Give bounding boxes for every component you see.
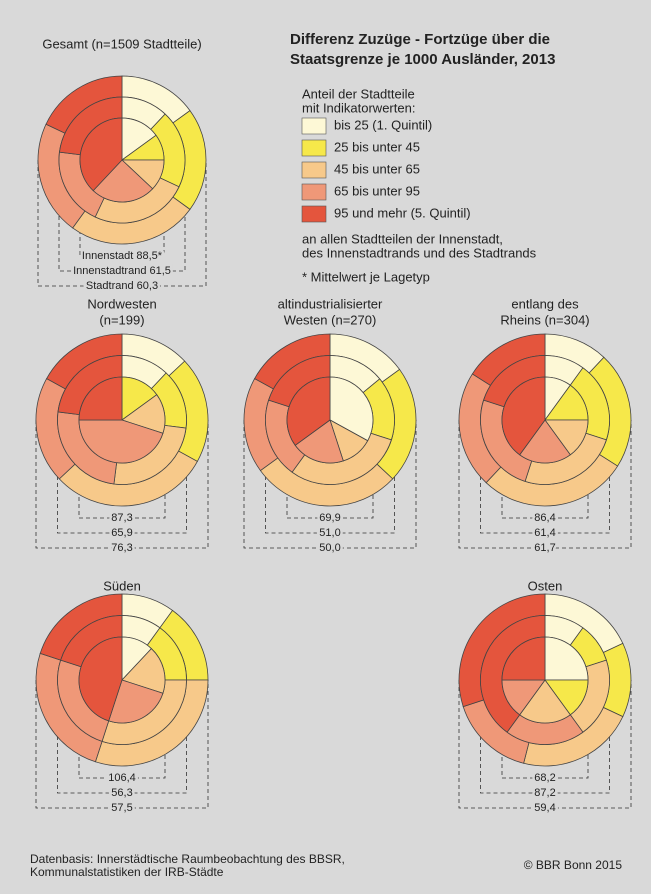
mean-bracket (37, 160, 207, 287)
panel-title: Rheins (n=304) (500, 312, 589, 327)
ring-wedge (294, 419, 344, 464)
panel-title: entlang des (511, 296, 579, 311)
mean-label: Innenstadt 88,5* (82, 250, 163, 262)
legend-note: des Innenstadtrands und des Stadtrands (302, 245, 537, 260)
mean-bracket (35, 680, 209, 809)
mean-label: 61,7 (534, 542, 555, 554)
mean-value: 61,5 (150, 265, 171, 277)
legend-note: an allen Stadtteilen der Innenstadt, (302, 231, 503, 246)
ring-wedge (519, 679, 571, 724)
mean-label: 57,5 (111, 802, 132, 814)
ring-wedge (501, 376, 546, 456)
panel-title: Osten (528, 578, 563, 593)
mean-label: 87,3 (111, 512, 132, 524)
mean-value: 88,5* (136, 250, 162, 262)
mean-label: 106,4 (108, 772, 136, 784)
legend-swatch (301, 161, 327, 179)
mean-bracket (243, 420, 417, 549)
mean-label: 87,2 (534, 787, 555, 799)
legend-swatch (301, 205, 327, 223)
ring-wedge (78, 419, 164, 464)
mean-label: Stadtrand 60,3 (86, 280, 158, 292)
legend-title: mit Indikatorwerten: (302, 100, 415, 115)
footnote: * Mittelwert je Lagetyp (302, 269, 430, 284)
ring-name: Stadtrand (86, 280, 134, 292)
mean-label: 50,0 (319, 542, 340, 554)
mean-label: 56,3 (111, 787, 132, 799)
mean-label: 86,4 (534, 512, 555, 524)
ring-wedge (92, 159, 154, 203)
panel-title: (n=199) (99, 312, 144, 327)
mean-label: 76,3 (111, 542, 132, 554)
mean-bracket (458, 420, 632, 549)
legend-label: 25 bis unter 45 (334, 139, 420, 154)
ring-wedge (78, 376, 123, 421)
legend-swatch (301, 117, 327, 135)
panel-title: Nordwesten (87, 296, 156, 311)
chart-title: Differenz Zuzüge - Fortzüge über die (290, 31, 550, 48)
mean-label: 68,2 (534, 772, 555, 784)
ring-wedge (519, 419, 571, 464)
panel-title: Gesamt (n=1509 Stadtteile) (42, 36, 201, 51)
ring-wedge (78, 636, 123, 722)
legend-title: Anteil der Stadtteile (302, 86, 415, 101)
mean-label: 51,0 (319, 527, 340, 539)
mean-value: 60,3 (137, 280, 158, 292)
panel-title: Westen (n=270) (284, 312, 377, 327)
legend-label: 95 und mehr (5. Quintil) (334, 205, 471, 220)
copyright: © BBR Bonn 2015 (524, 858, 623, 872)
ring-wedge (108, 679, 164, 724)
ring-wedge (286, 376, 331, 446)
legend-swatch (301, 139, 327, 157)
mean-label: 59,4 (534, 802, 555, 814)
source: Kommunalstatistiken der IRB-Städte (30, 865, 224, 879)
ring-wedge (121, 648, 166, 694)
chart-title: Staatsgrenze je 1000 Ausländer, 2013 (290, 51, 555, 68)
mean-bracket (35, 420, 209, 549)
ring-wedge (544, 636, 589, 681)
legend-label: bis 25 (1. Quintil) (334, 117, 432, 132)
ring-wedge (501, 636, 546, 681)
ring-name: Innenstadtrand (73, 265, 146, 277)
mean-bracket (458, 680, 632, 809)
mean-label: Innenstadtrand 61,5 (73, 265, 171, 277)
mean-label: 61,4 (534, 527, 555, 539)
ring-name: Innenstadt (82, 250, 133, 262)
legend-swatch (301, 183, 327, 201)
ring-wedge (79, 117, 123, 192)
mean-label: 69,9 (319, 512, 340, 524)
legend-label: 45 bis unter 65 (334, 161, 420, 176)
ring-wedge (329, 376, 374, 442)
mean-label: 65,9 (111, 527, 132, 539)
panel-title: altindustrialisierter (278, 296, 383, 311)
source: Datenbasis: Innerstädtische Raumbeobacht… (30, 852, 345, 866)
legend-label: 65 bis unter 95 (334, 183, 420, 198)
panel-title: Süden (103, 578, 141, 593)
